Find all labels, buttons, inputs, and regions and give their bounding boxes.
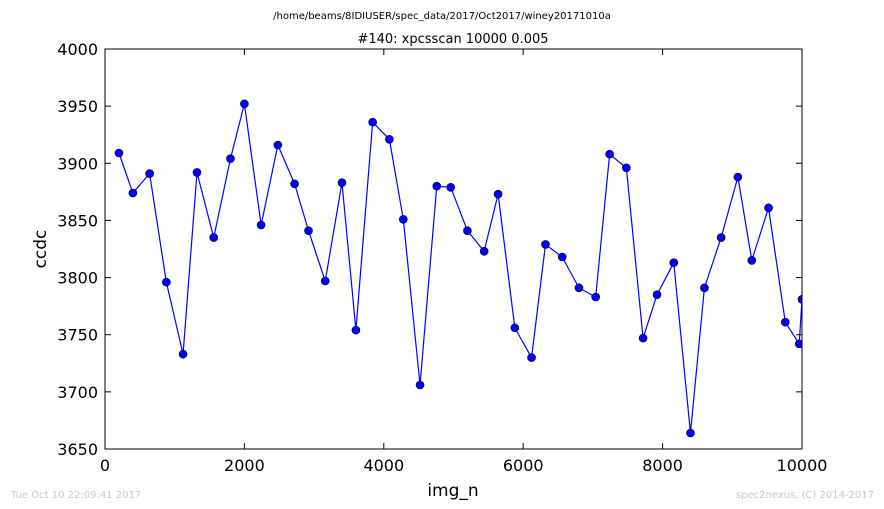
data-point: [780, 317, 790, 327]
data-point: [605, 149, 614, 159]
data-point: [733, 172, 743, 182]
data-point: [638, 333, 648, 343]
data-point: [192, 168, 202, 177]
x-tick-label: 4000: [363, 456, 404, 475]
x-tick-label: 8000: [642, 456, 683, 475]
data-point: [557, 252, 567, 262]
data-point: [385, 134, 394, 144]
data-point: [794, 339, 802, 349]
series-line: [118, 103, 802, 434]
data-point: [368, 117, 377, 127]
data-point: [240, 99, 249, 109]
y-tick-label: 4000: [57, 40, 98, 59]
data-point: [226, 154, 235, 164]
data-point: [415, 380, 425, 390]
data-point: [256, 220, 266, 230]
data-point: [541, 240, 550, 249]
data-point: [652, 290, 662, 300]
data-point: [145, 169, 154, 178]
x-tick-label: 10000: [777, 456, 828, 475]
series-group: [114, 99, 802, 438]
data-point: [510, 323, 520, 333]
chart-title: #140: xpcsscan 10000 0.005: [357, 32, 548, 47]
data-point: [716, 233, 726, 242]
data-point: [591, 292, 600, 302]
data-point: [273, 140, 283, 150]
y-tick-label: 3950: [57, 97, 98, 116]
x-tick-label: 6000: [503, 456, 544, 475]
data-point: [446, 182, 456, 192]
data-point: [162, 277, 171, 287]
data-point: [432, 181, 442, 191]
data-point: [622, 163, 631, 173]
x-axis-label: img_n: [427, 481, 478, 501]
data-point: [479, 246, 489, 256]
data-point: [114, 148, 124, 158]
data-point: [493, 189, 503, 199]
chart-suptitle: /home/beams/8IDIUSER/spec_data/2017/Oct2…: [273, 11, 611, 22]
data-point: [527, 353, 536, 362]
y-axis-label: ccdc: [31, 230, 51, 269]
data-point: [574, 283, 584, 293]
y-tick-label: 3700: [57, 383, 98, 402]
data-point: [337, 178, 347, 188]
plot-area: 0 2000 4000 6000 8000 10000 3650 3700 3750 3800 38…: [57, 40, 827, 475]
y-tick-label: 3800: [57, 269, 98, 288]
x-tick-label: 2000: [224, 456, 265, 475]
data-point: [399, 214, 408, 224]
data-point: [700, 283, 709, 293]
data-point: [128, 188, 138, 198]
data-point: [747, 256, 757, 265]
y-tick-label: 3850: [57, 211, 98, 230]
data-point: [669, 258, 679, 268]
plot-frame: [104, 48, 803, 450]
x-tick-label: 0: [100, 456, 110, 475]
data-point: [686, 428, 695, 438]
y-tick-label: 3750: [57, 326, 98, 345]
y-tick-label: 3900: [57, 154, 98, 173]
data-point: [797, 294, 802, 304]
data-point: [178, 349, 188, 359]
data-point: [764, 203, 773, 213]
data-point: [290, 179, 299, 189]
data-point: [463, 226, 472, 236]
data-point: [320, 276, 330, 286]
footer-credit: spec2nexus, (C) 2014-2017: [736, 490, 874, 501]
footer-timestamp: Tue Oct 10 22:09:41 2017: [10, 490, 141, 501]
data-point: [209, 233, 219, 242]
data-point: [351, 325, 361, 335]
y-tick-label: 3650: [57, 440, 98, 459]
data-point: [304, 226, 313, 236]
